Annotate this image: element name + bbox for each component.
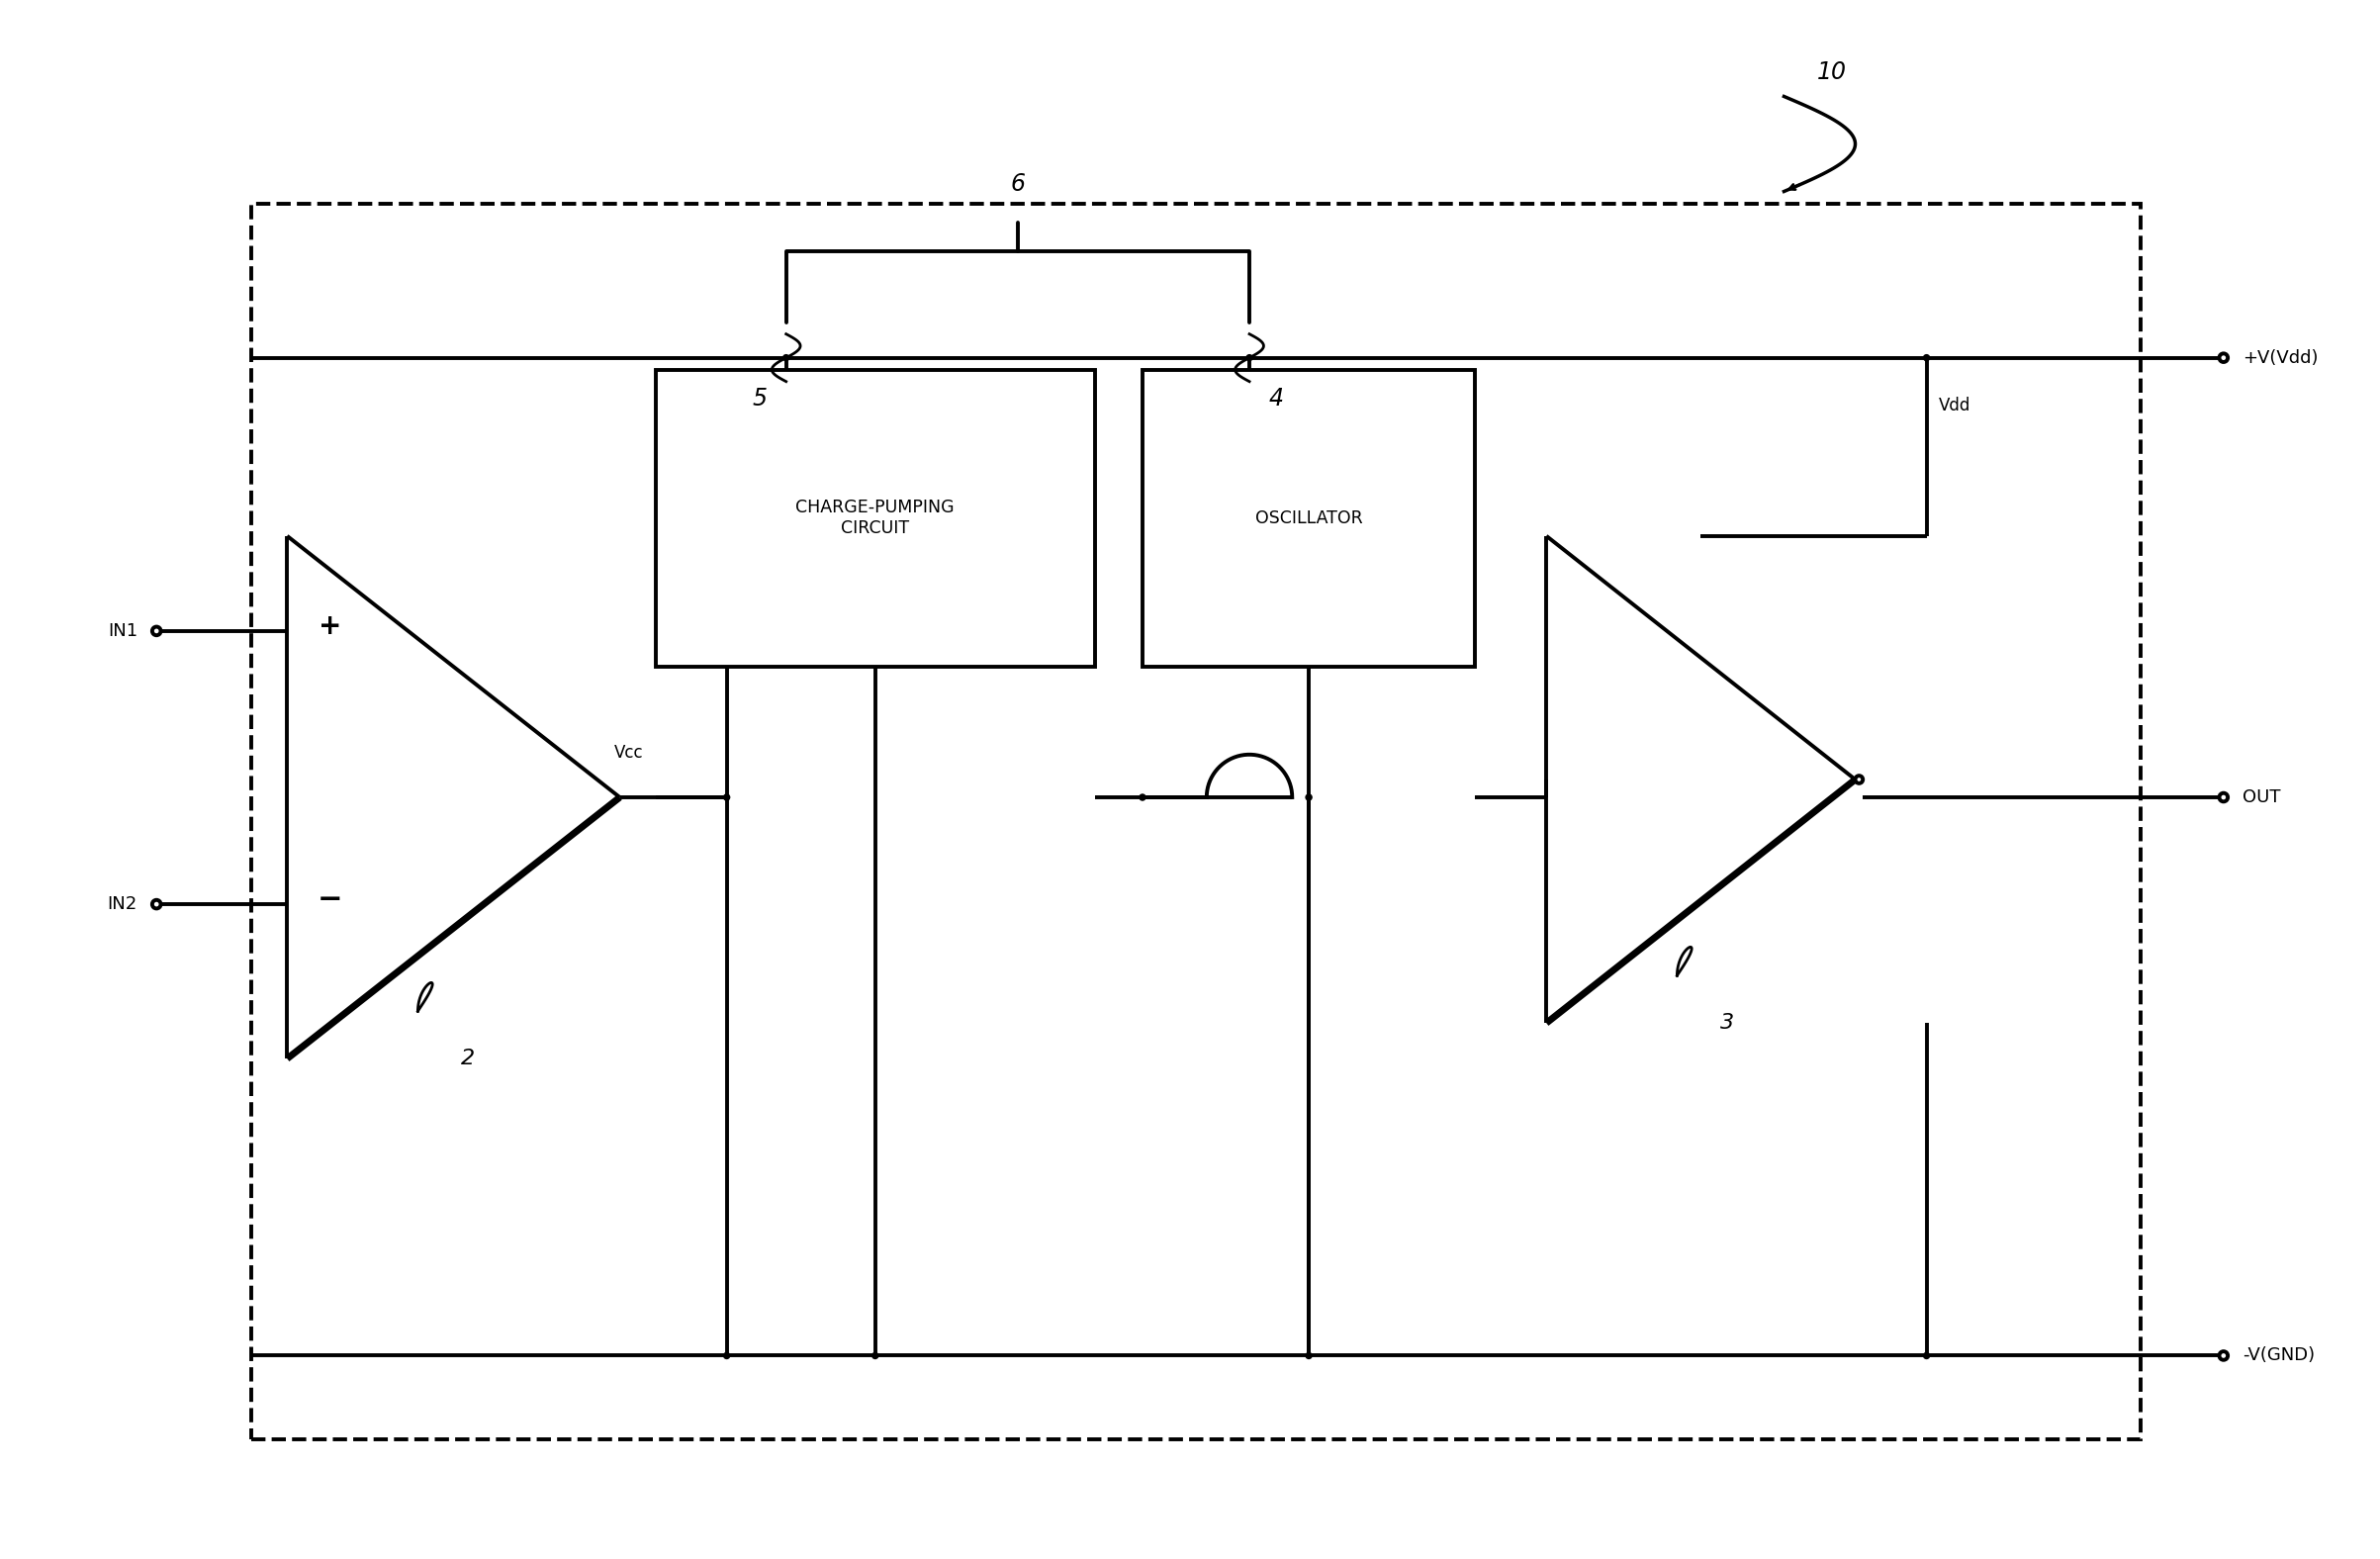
Text: 4: 4 xyxy=(1269,387,1283,410)
Polygon shape xyxy=(288,536,619,1059)
Circle shape xyxy=(871,1353,878,1358)
Text: -V(GND): -V(GND) xyxy=(2242,1347,2316,1364)
Circle shape xyxy=(1923,355,1930,360)
Circle shape xyxy=(2218,1352,2228,1359)
Circle shape xyxy=(783,355,790,360)
Text: CHARGE-PUMPING
CIRCUIT: CHARGE-PUMPING CIRCUIT xyxy=(795,499,954,538)
Text: Vdd: Vdd xyxy=(1937,396,1971,415)
Circle shape xyxy=(724,1353,731,1358)
Circle shape xyxy=(152,900,162,909)
Circle shape xyxy=(1307,1353,1311,1358)
Circle shape xyxy=(152,627,162,635)
Text: −: − xyxy=(317,886,343,914)
Text: Vcc: Vcc xyxy=(614,744,643,762)
Circle shape xyxy=(1923,1353,1930,1358)
Text: OSCILLATOR: OSCILLATOR xyxy=(1254,510,1364,527)
Bar xyxy=(655,369,1095,667)
Text: +: + xyxy=(319,613,340,641)
Text: IN2: IN2 xyxy=(107,895,138,914)
Circle shape xyxy=(1307,795,1311,800)
Text: +V(Vdd): +V(Vdd) xyxy=(2242,349,2318,366)
Polygon shape xyxy=(1547,536,1856,1023)
Circle shape xyxy=(1856,776,1864,783)
Bar xyxy=(252,203,2140,1439)
Circle shape xyxy=(2218,354,2228,362)
Circle shape xyxy=(724,795,731,800)
Text: 6: 6 xyxy=(1012,173,1026,196)
Circle shape xyxy=(1140,795,1145,800)
Circle shape xyxy=(1247,355,1252,360)
Text: IN1: IN1 xyxy=(107,622,138,639)
Bar xyxy=(1142,369,1476,667)
Text: 5: 5 xyxy=(752,387,766,410)
Text: 2: 2 xyxy=(462,1049,474,1068)
Text: OUT: OUT xyxy=(2242,789,2280,806)
Text: 3: 3 xyxy=(1721,1013,1733,1034)
Text: 10: 10 xyxy=(1816,61,1847,84)
Circle shape xyxy=(2218,794,2228,801)
